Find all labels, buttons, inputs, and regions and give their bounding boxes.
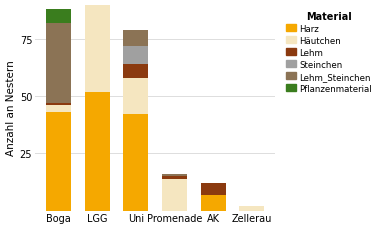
Bar bbox=[201, 183, 226, 195]
Bar bbox=[46, 24, 71, 104]
Bar bbox=[239, 206, 264, 211]
Bar bbox=[123, 115, 148, 211]
Legend: Harz, Häutchen, Lehm, Steinchen, Lehm_Steinchen, Pflanzenmaterial: Harz, Häutchen, Lehm, Steinchen, Lehm_St… bbox=[284, 10, 374, 95]
Bar bbox=[201, 195, 226, 211]
Bar bbox=[85, 92, 110, 211]
Bar bbox=[123, 65, 148, 79]
Bar bbox=[46, 113, 71, 211]
Bar bbox=[85, 0, 110, 92]
Bar bbox=[162, 179, 187, 211]
Bar bbox=[162, 174, 187, 177]
Bar bbox=[46, 104, 71, 106]
Bar bbox=[123, 46, 148, 65]
Bar bbox=[162, 177, 187, 179]
Y-axis label: Anzahl an Nestern: Anzahl an Nestern bbox=[6, 60, 16, 156]
Bar bbox=[46, 10, 71, 24]
Bar bbox=[123, 79, 148, 115]
Bar bbox=[123, 31, 148, 46]
Bar bbox=[46, 106, 71, 113]
